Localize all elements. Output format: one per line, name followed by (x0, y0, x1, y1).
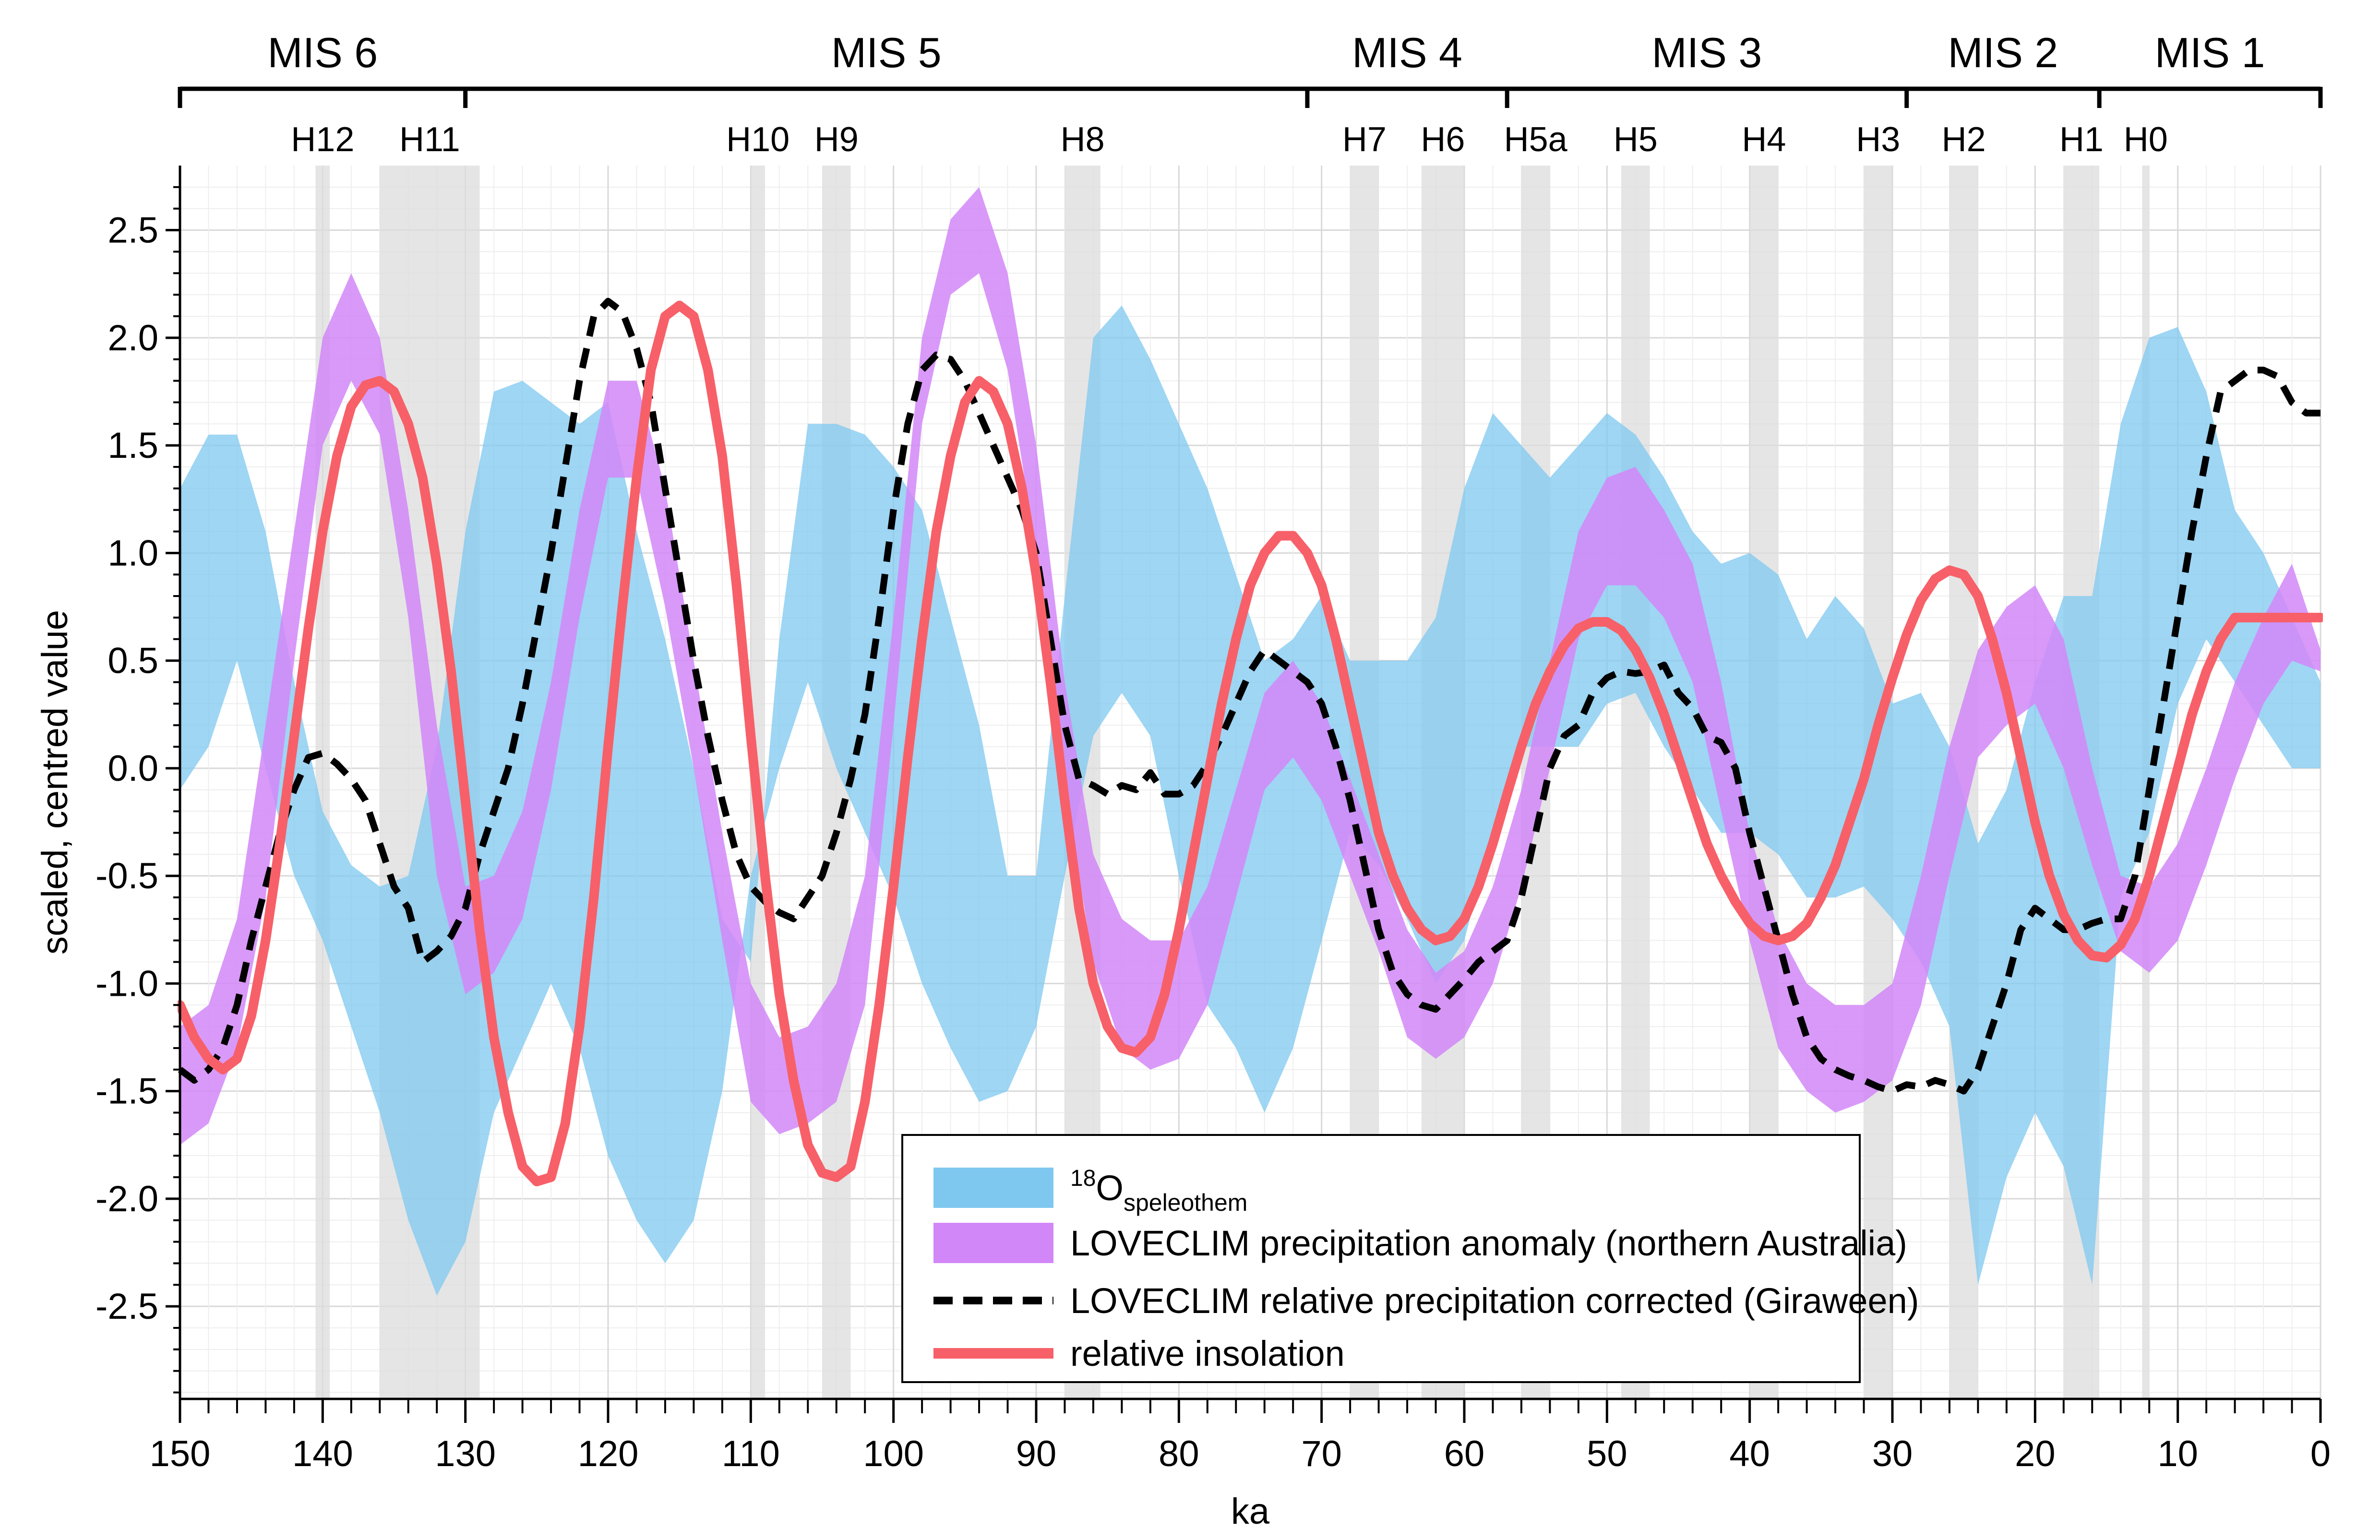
event-label-h9: H9 (814, 120, 859, 159)
legend-label-insolation: relative insolation (1070, 1334, 1345, 1373)
mis-label-3: MIS 4 (1352, 29, 1462, 76)
legend: 18Ospeleothem LOVECLIM precipitation anom… (901, 1134, 1919, 1383)
event-label-h6: H6 (1421, 120, 1465, 159)
x-tick-label: 10 (2157, 1433, 2198, 1474)
event-label-h8: H8 (1061, 120, 1105, 159)
legend-label-precip: LOVECLIM precipitation anomaly (northern… (1070, 1223, 1907, 1263)
event-label-h11: H11 (399, 120, 460, 159)
y-tick-label: 2.0 (108, 318, 158, 358)
event-label-h10: H10 (726, 120, 789, 159)
event-label-h3: H3 (1856, 120, 1900, 159)
x-tick-label: 110 (722, 1433, 780, 1474)
mis-label-1: MIS 6 (267, 29, 378, 76)
legend-sup: 18 (1070, 1166, 1096, 1191)
event-label-h2: H2 (1942, 120, 1986, 159)
legend-swatch-precip (933, 1223, 1053, 1263)
x-tick-label: 140 (292, 1433, 353, 1474)
y-tick-label: -2.5 (96, 1286, 158, 1327)
mis-label-5: MIS 2 (1948, 29, 2058, 76)
x-tick-label: 60 (1444, 1433, 1485, 1474)
event-label-h0: H0 (2124, 120, 2168, 159)
x-tick-label: 100 (863, 1433, 924, 1474)
x-tick-label: 70 (1301, 1433, 1342, 1474)
series-giraween-line (178, 298, 2320, 1095)
y-tick-label: -2.0 (96, 1179, 158, 1219)
x-tick-label: 50 (1587, 1433, 1627, 1474)
y-tick-label: 1.0 (108, 533, 158, 573)
x-tick-label: 90 (1016, 1433, 1057, 1474)
y-tick-label: 1.5 (108, 425, 158, 466)
x-tick-label: 130 (435, 1433, 496, 1474)
x-axis-title: ka (1231, 1491, 1270, 1532)
event-label-h1: H1 (2059, 120, 2104, 159)
legend-box (901, 1134, 1861, 1383)
event-label-h5: H5 (1614, 120, 1658, 159)
x-tick-label: 120 (578, 1433, 639, 1474)
x-tick-label: 20 (2015, 1433, 2056, 1474)
event-label-h7: H7 (1342, 120, 1387, 159)
mis-label-6: MIS 1 (2155, 29, 2265, 76)
legend-sub: speleothem (1124, 1189, 1248, 1216)
event-label-h4: H4 (1742, 120, 1786, 159)
y-axis-title: scaled, centred value (35, 610, 75, 955)
x-tick-label: 30 (1872, 1433, 1913, 1474)
legend-label-giraween: LOVECLIM relative precipitation correcte… (1070, 1281, 1919, 1321)
mis-label-2: MIS 5 (831, 29, 942, 76)
series-layer (178, 187, 2323, 1296)
event-label-h5a: H5a (1504, 120, 1568, 159)
mis-label-4: MIS 3 (1652, 29, 1762, 76)
legend-label-speleothem: 18Ospeleothem (1070, 1166, 1247, 1216)
x-tick-label: 150 (150, 1433, 211, 1474)
y-tick-label: 0.5 (108, 641, 158, 681)
x-tick-label: 80 (1159, 1433, 1199, 1474)
axes: 2.5 2.0 1.5 1.0 0.5 0.0 -0.5 -1.0 -1.5 -2.0 -2.5 15… (35, 166, 2331, 1532)
y-tick-label: -1.0 (96, 963, 158, 1004)
y-tick-label: 2.5 (108, 210, 158, 251)
y-tick-label: -0.5 (96, 856, 158, 896)
mis-stage-bar: MIS 6 MIS 5 MIS 4 MIS 3 MIS 2 MIS 1 (178, 29, 2323, 108)
legend-swatch-speleothem (933, 1168, 1053, 1208)
event-label-h12: H12 (291, 120, 354, 159)
legend-main: O (1096, 1168, 1124, 1208)
x-tick-label: 40 (1729, 1433, 1770, 1474)
series-insolation-line (178, 300, 2323, 1186)
x-tick-label: 0 (2310, 1433, 2331, 1474)
y-tick-label: 0.0 (108, 748, 158, 789)
y-tick-label: -1.5 (96, 1071, 158, 1112)
